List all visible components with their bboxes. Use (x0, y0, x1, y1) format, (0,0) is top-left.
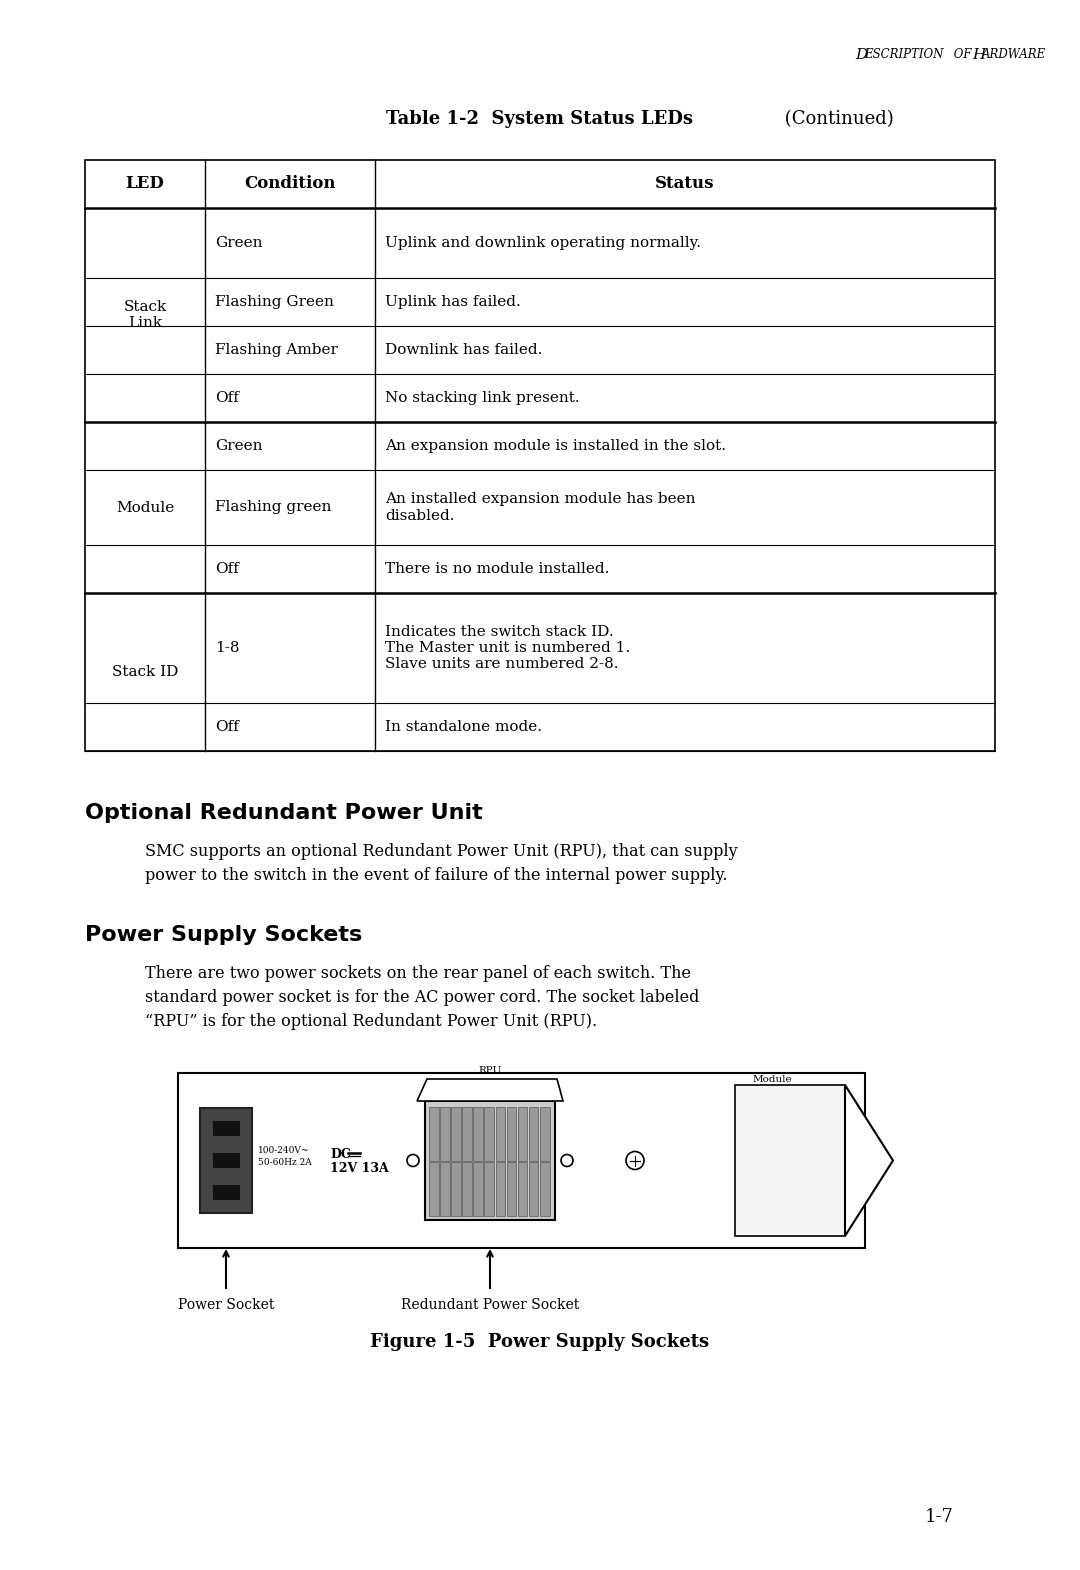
Text: Slave units are numbered 2-8.: Slave units are numbered 2-8. (384, 656, 619, 670)
Text: Power Supply Sockets: Power Supply Sockets (85, 925, 362, 945)
Polygon shape (845, 1085, 893, 1236)
Bar (440, 1107, 449, 1160)
Text: 1-7: 1-7 (924, 1509, 954, 1526)
Text: An installed expansion module has been: An installed expansion module has been (384, 493, 696, 507)
Text: Flashing Amber: Flashing Amber (215, 342, 338, 356)
Text: Optional Redundant Power Unit: Optional Redundant Power Unit (85, 802, 483, 823)
Bar (485, 1107, 494, 1160)
Polygon shape (417, 1079, 563, 1101)
Text: Figure 1-5  Power Supply Sockets: Figure 1-5 Power Supply Sockets (370, 1333, 710, 1352)
Text: Green: Green (215, 440, 262, 454)
Text: DC: DC (330, 1148, 351, 1160)
Text: (Continued): (Continued) (779, 110, 894, 129)
Bar (426, 1101, 555, 1220)
Text: Indicates the switch stack ID.: Indicates the switch stack ID. (384, 625, 613, 639)
Text: Stack ID: Stack ID (112, 666, 178, 678)
Text: No stacking link present.: No stacking link present. (384, 391, 580, 405)
Bar (496, 1107, 505, 1160)
Bar (451, 1107, 461, 1160)
Bar (485, 1162, 494, 1217)
Bar (735, 1085, 845, 1236)
Text: Flashing green: Flashing green (215, 501, 332, 515)
Text: 1-8: 1-8 (215, 641, 240, 655)
Bar (529, 1107, 539, 1160)
Bar (85, 160, 995, 750)
Bar (213, 1185, 239, 1199)
Text: LED: LED (125, 176, 164, 193)
Text: Module: Module (116, 501, 174, 515)
Text: The Master unit is numbered 1.: The Master unit is numbered 1. (384, 641, 630, 655)
Bar (440, 1162, 449, 1217)
Text: Green: Green (215, 236, 262, 250)
Text: Flashing Green: Flashing Green (215, 295, 334, 309)
Bar (540, 1162, 550, 1217)
Text: Uplink and downlink operating normally.: Uplink and downlink operating normally. (384, 236, 701, 250)
Bar (473, 1107, 483, 1160)
Text: Stack
Link: Stack Link (123, 300, 166, 330)
Text: OF: OF (950, 49, 975, 61)
Text: SMC supports an optional Redundant Power Unit (RPU), that can supply
power to th: SMC supports an optional Redundant Power… (145, 843, 738, 884)
Text: H: H (972, 49, 985, 61)
Bar (540, 1107, 550, 1160)
Bar (496, 1162, 505, 1217)
Bar (200, 1108, 252, 1214)
Text: Off: Off (215, 562, 239, 576)
Text: Off: Off (215, 721, 239, 735)
Bar (213, 1121, 239, 1135)
Bar (451, 1162, 461, 1217)
Text: Downlink has failed.: Downlink has failed. (384, 342, 542, 356)
Text: Redundant Power Socket: Redundant Power Socket (401, 1298, 579, 1313)
Text: RPU: RPU (478, 1066, 501, 1075)
Text: There is no module installed.: There is no module installed. (384, 562, 609, 576)
Bar (429, 1162, 438, 1217)
Bar (529, 1162, 539, 1217)
Bar (429, 1107, 438, 1160)
Text: D: D (855, 49, 867, 61)
Text: disabled.: disabled. (384, 509, 455, 523)
Bar (213, 1152, 239, 1167)
Text: 100-240V~
50-60Hz 2A: 100-240V~ 50-60Hz 2A (258, 1146, 312, 1167)
Bar (517, 1162, 527, 1217)
Text: ARDWARE: ARDWARE (982, 49, 1047, 61)
Text: Table 1-2  System Status LEDs: Table 1-2 System Status LEDs (387, 110, 693, 129)
Bar (178, 1072, 865, 1248)
Text: Off: Off (215, 391, 239, 405)
Bar (507, 1107, 516, 1160)
Text: An expansion module is installed in the slot.: An expansion module is installed in the … (384, 440, 726, 454)
Text: ESCRIPTION: ESCRIPTION (864, 49, 943, 61)
Bar (462, 1162, 472, 1217)
Text: Module: Module (753, 1075, 793, 1083)
Bar (473, 1162, 483, 1217)
Text: Power Socket: Power Socket (178, 1298, 274, 1313)
Text: There are two power sockets on the rear panel of each switch. The
standard power: There are two power sockets on the rear … (145, 966, 700, 1030)
Text: 12V 13A: 12V 13A (330, 1162, 389, 1174)
Text: In standalone mode.: In standalone mode. (384, 721, 542, 735)
Bar (507, 1162, 516, 1217)
Bar (462, 1107, 472, 1160)
Bar (517, 1107, 527, 1160)
Text: Status: Status (656, 176, 715, 193)
Text: Condition: Condition (244, 176, 336, 193)
Text: Uplink has failed.: Uplink has failed. (384, 295, 521, 309)
